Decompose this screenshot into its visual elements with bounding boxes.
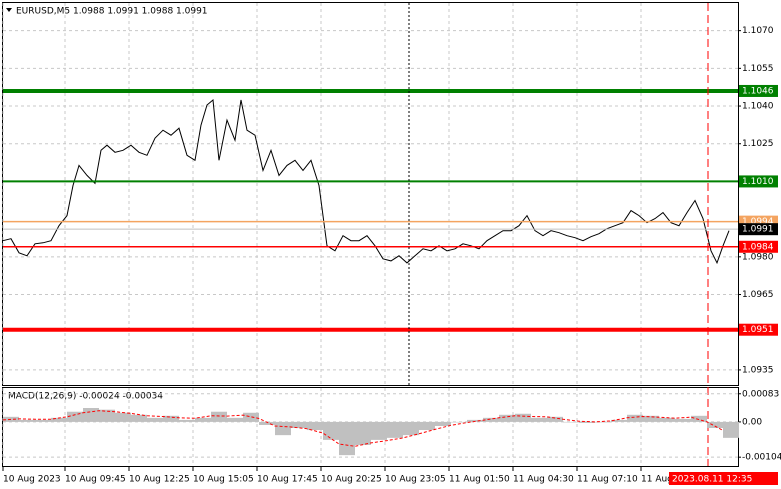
series-line (2, 410, 724, 447)
x-tick-label: 10 Aug 23:05 (385, 475, 446, 485)
histogram-bar (691, 415, 707, 422)
histogram-bar (579, 421, 595, 423)
histogram-bar (323, 421, 339, 440)
x-tick-label: 10 Aug 15:05 (193, 475, 254, 485)
y-tick-label: -0.00104 (742, 453, 781, 463)
histogram-bar (355, 421, 371, 445)
histogram-bar (35, 419, 51, 422)
histogram-bar (131, 414, 147, 422)
histogram-bar (563, 421, 579, 423)
histogram-bar (227, 417, 243, 422)
histogram-bar (147, 417, 163, 422)
histogram-bar (99, 409, 115, 422)
histogram-bar (483, 417, 499, 422)
histogram-bar (179, 419, 195, 422)
price-level-box (739, 323, 778, 336)
histogram-bar (531, 417, 547, 422)
histogram-bar (595, 421, 611, 423)
histogram-bar (291, 421, 307, 429)
histogram-bar (163, 415, 179, 422)
y-tick-label: 1.1070 (742, 26, 774, 36)
price-panel-frame (2, 2, 739, 386)
histogram-bar (371, 421, 387, 440)
histogram-bar (499, 414, 515, 422)
price-level-box (739, 175, 778, 188)
histogram-bar (643, 415, 659, 422)
price-level-label: 1.0994 (742, 217, 774, 227)
x-tick-label: 11 Aug (641, 475, 673, 485)
price-level-box (739, 223, 778, 236)
price-level-label: 1.1010 (742, 177, 774, 187)
histogram-bar (611, 419, 627, 422)
histogram-bar (515, 413, 531, 422)
histogram-bar (259, 421, 275, 425)
histogram-bar (435, 421, 451, 426)
price-level-label: 1.1046 (742, 86, 774, 96)
histogram-bar (659, 417, 675, 422)
histogram-bar (83, 408, 99, 422)
time-marker-label: 2023.08.11 12:35 (672, 475, 752, 485)
y-tick-label: 0.00 (742, 417, 762, 427)
x-tick-label: 10 Aug 17:45 (257, 475, 318, 485)
histogram-bar (307, 421, 323, 431)
histogram-bar (51, 417, 67, 422)
y-tick-label: 1.1025 (742, 139, 774, 149)
x-tick-label: 11 Aug 07:10 (577, 475, 638, 485)
price-level-label: 1.0991 (742, 225, 774, 235)
x-tick-label: 10 Aug 2023 (3, 475, 61, 485)
histogram-bar (195, 417, 211, 422)
histogram-bar (707, 421, 723, 429)
x-tick-label: 11 Aug 01:50 (449, 475, 510, 485)
y-tick-label: 1.0980 (742, 252, 774, 262)
histogram-bar (627, 414, 643, 422)
y-tick-label: 1.1055 (742, 64, 774, 74)
histogram-bar (723, 421, 739, 438)
plot-layer: 1.1070 1.1055 1.1040 1.1025 1.0980 1.0965 1.09… (2, 3, 781, 485)
panel-arrow (6, 8, 12, 12)
series-line (2, 99, 730, 265)
x-tick-label: 10 Aug 09:45 (65, 475, 126, 485)
histogram-bar (3, 416, 19, 422)
y-tick-label: 1.0965 (742, 290, 774, 300)
histogram-bar (19, 419, 35, 422)
x-tick-label: 11 Aug 04:30 (513, 475, 574, 485)
y-tick-label: 1.1040 (742, 102, 774, 112)
histogram-bar (211, 411, 227, 422)
price-level-box (739, 84, 778, 97)
histogram-bar (419, 421, 435, 431)
histogram-bar (67, 411, 83, 422)
x-tick-label: 10 Aug 12:25 (129, 475, 190, 485)
macd-title: MACD(12,26,9) -0.00024 -0.00034 (8, 392, 163, 402)
histogram-bar (675, 418, 691, 422)
y-tick-label: 0.00083 (742, 389, 779, 399)
time-marker-box (669, 472, 778, 485)
histogram-bar (403, 421, 419, 436)
histogram-bar (275, 421, 291, 436)
histogram-bar (115, 412, 131, 422)
x-tick-label: 10 Aug 20:25 (321, 475, 382, 485)
histogram-bar (451, 421, 467, 423)
price-level-label: 1.0984 (742, 242, 774, 252)
histogram-bar (547, 416, 563, 422)
histogram-bar (387, 421, 403, 438)
histogram-bar (339, 421, 355, 456)
price-level-label: 1.0951 (742, 325, 774, 335)
y-tick-label: 1.0935 (742, 365, 774, 375)
price-level-box (739, 240, 778, 253)
chart-title: EURUSD,M5 1.0988 1.0991 1.0988 1.0991 (16, 7, 208, 17)
histogram-bar (243, 412, 259, 422)
